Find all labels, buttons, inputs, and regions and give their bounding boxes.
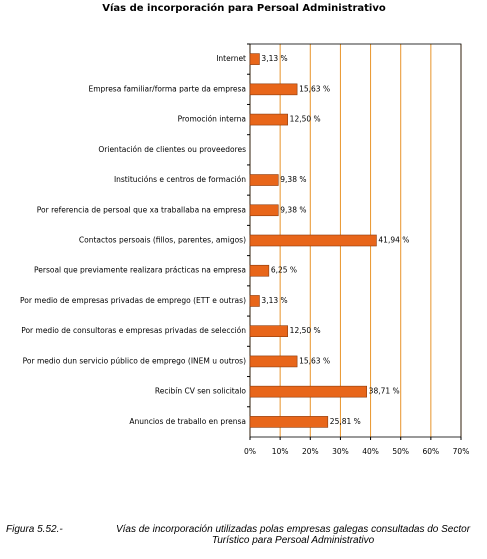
value-label: 15,63 % xyxy=(299,84,330,93)
value-label: 3,13 % xyxy=(261,54,287,63)
value-label: 15,63 % xyxy=(299,356,330,365)
x-tick-label: 70% xyxy=(453,447,470,456)
y-tick-label: Persoal que previamente realizara prácti… xyxy=(34,266,246,275)
y-tick-label: Institucións e centros de formación xyxy=(114,175,246,184)
bar xyxy=(249,234,377,247)
value-label: 9,38 % xyxy=(280,205,306,214)
bar xyxy=(249,355,298,368)
y-tick-label: Por medio dun servicio público de empreg… xyxy=(23,356,246,365)
value-label: 25,81 % xyxy=(330,417,361,426)
y-tick-label: Recibín CV sen solicitalo xyxy=(155,387,247,396)
x-tick-label: 40% xyxy=(362,447,379,456)
bar xyxy=(249,295,260,307)
y-tick-label: Promoción interna xyxy=(178,115,246,124)
y-tick-label: Por medio de empresas privadas de empreg… xyxy=(20,296,246,305)
bar xyxy=(249,83,298,96)
y-tick-label: Orientación de clientes ou proveedores xyxy=(98,145,246,154)
x-tick-label: 10% xyxy=(272,447,289,456)
bar xyxy=(249,416,329,428)
value-label: 41,94 % xyxy=(378,236,409,245)
x-tick-label: 60% xyxy=(423,447,440,456)
y-tick-label: Anuncios de traballo en prensa xyxy=(129,417,246,426)
value-label: 12,50 % xyxy=(290,326,321,335)
x-tick-label: 30% xyxy=(332,447,349,456)
value-label: 38,71 % xyxy=(369,387,400,396)
chart-title: Vías de incorporación para Persoal Admin… xyxy=(102,2,386,14)
bar xyxy=(249,385,367,398)
y-tick-label: Por medio de consultoras e empresas priv… xyxy=(21,326,246,335)
bar xyxy=(249,264,270,277)
x-tick-label: 0% xyxy=(244,447,256,456)
value-label: 9,38 % xyxy=(280,175,306,184)
bar xyxy=(249,53,260,65)
x-tick-label: 50% xyxy=(392,447,409,456)
x-tick-label: 20% xyxy=(302,447,319,456)
y-tick-label: Por referencia de persoal que xa traball… xyxy=(37,205,246,214)
value-label: 6,25 % xyxy=(271,266,297,275)
y-tick-label: Contactos persoais (fillos, parentes, am… xyxy=(79,236,246,245)
bar xyxy=(249,325,288,337)
value-label: 12,50 % xyxy=(290,115,321,124)
bar xyxy=(249,174,279,186)
y-tick-label: Empresa familiar/forma parte da empresa xyxy=(88,84,246,93)
caption-text: Vías de incorporación utilizadas polas e… xyxy=(115,524,471,546)
bar xyxy=(249,204,279,217)
value-label: 3,13 % xyxy=(261,296,287,305)
chart: Vías de incorporación para Persoal Admin… xyxy=(20,2,470,456)
y-tick-label: Internet xyxy=(216,54,246,63)
bar xyxy=(249,113,288,126)
caption-label: Figura 5.52.- xyxy=(6,524,63,535)
